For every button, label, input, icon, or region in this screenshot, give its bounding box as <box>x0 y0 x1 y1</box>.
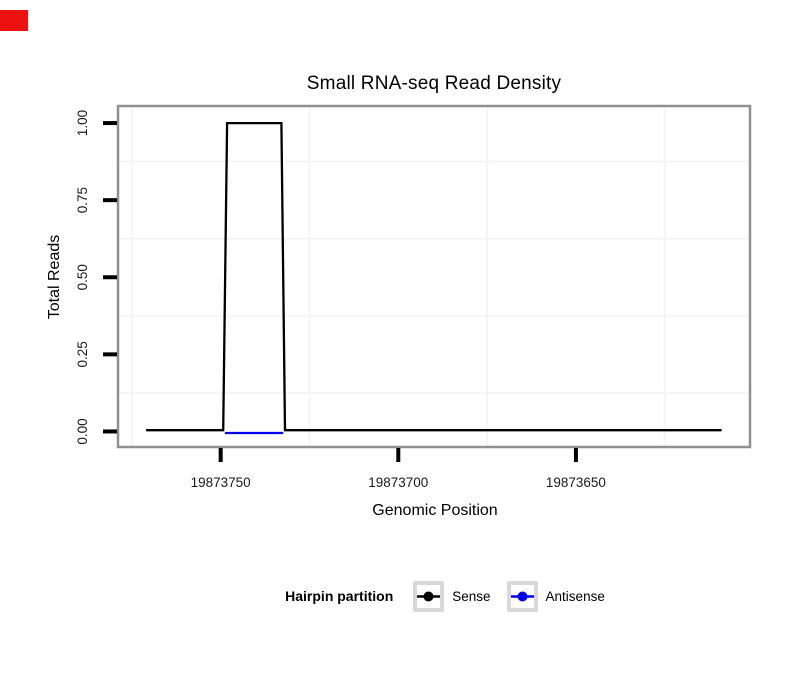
panel-border <box>116 104 752 449</box>
chart-title: Small RNA-seq Read Density <box>306 73 562 94</box>
y-tick-label: 0.00 <box>75 418 90 444</box>
legend-key-sense <box>413 580 445 612</box>
red-marker <box>0 10 28 31</box>
y-tick-label: 0.75 <box>75 187 90 213</box>
series-line-sense <box>146 121 722 432</box>
legend-key-antisense <box>506 580 538 612</box>
plot-panel <box>118 106 750 447</box>
sense-line-dot-icon <box>417 591 441 601</box>
antisense-line-dot-icon <box>510 591 534 601</box>
legend-label-antisense: Antisense <box>545 588 605 604</box>
x-tick-label: 19873700 <box>368 475 428 490</box>
chart-legend: Hairpin partition Sense Antisense <box>88 578 810 614</box>
x-tick-label: 19873750 <box>191 475 251 490</box>
x-tick-label: 19873650 <box>546 475 606 490</box>
y-tick-label: 1.00 <box>75 110 90 136</box>
y-tick-label: 0.25 <box>75 341 90 367</box>
legend-title: Hairpin partition <box>285 588 394 604</box>
y-tick-label: 0.50 <box>75 264 90 290</box>
x-axis-title: Genomic Position <box>372 502 498 519</box>
legend-label-sense: Sense <box>452 588 491 604</box>
